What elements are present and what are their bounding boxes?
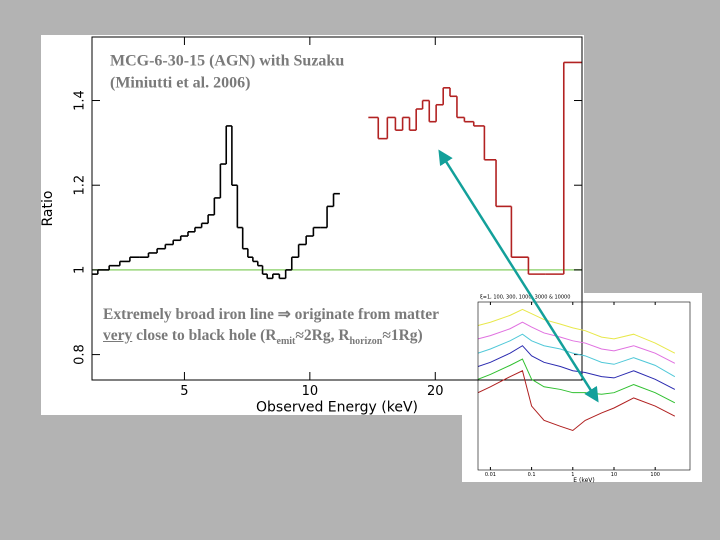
x-tick-label: 1 — [571, 472, 574, 478]
annotation: Extremely broad iron line ⇒ originate fr… — [103, 304, 453, 352]
chart-title: MCG-6-30-15 (AGN) with Suzaku — [110, 53, 344, 70]
annotation-emphasis: very — [103, 327, 133, 344]
x-tick-label: 0.1 — [528, 472, 536, 478]
annotation-subscript: emit — [276, 336, 296, 348]
x-tick-label: 0.01 — [485, 472, 496, 478]
x-tick-label: 20 — [427, 384, 444, 399]
arrow — [438, 149, 599, 403]
x-axis-label: E (keV) — [573, 477, 594, 484]
annotation-text: ≈2Rg, R — [295, 327, 350, 344]
x-tick-label: 5 — [180, 384, 188, 399]
y-tick-label: 1.2 — [73, 175, 88, 196]
annotation-text: Extremely broad iron line ⇒ originate fr… — [103, 306, 439, 323]
chart-subtitle: (Miniutti et al. 2006) — [110, 75, 250, 92]
x-tick-label: 100 — [650, 472, 660, 478]
y-tick-label: 1.4 — [73, 90, 88, 111]
annotation-text: ≈1Rg) — [382, 327, 423, 344]
x-axis-label: Observed Energy (keV) — [256, 399, 418, 415]
y-axis-label: Ratio — [40, 191, 56, 227]
annotation-text: close to black hole (R — [132, 327, 277, 344]
x-tick-label: 10 — [611, 472, 617, 478]
x-tick-label: 10 — [302, 384, 319, 399]
annotation-subscript: horizon — [349, 336, 383, 348]
y-tick-label: 1 — [73, 266, 88, 274]
inset-subtitle: ξ=1, 100, 300, 1000, 3000 & 10000 — [480, 295, 570, 301]
plot-area — [92, 61, 582, 280]
y-tick-label: 0.8 — [73, 344, 88, 365]
